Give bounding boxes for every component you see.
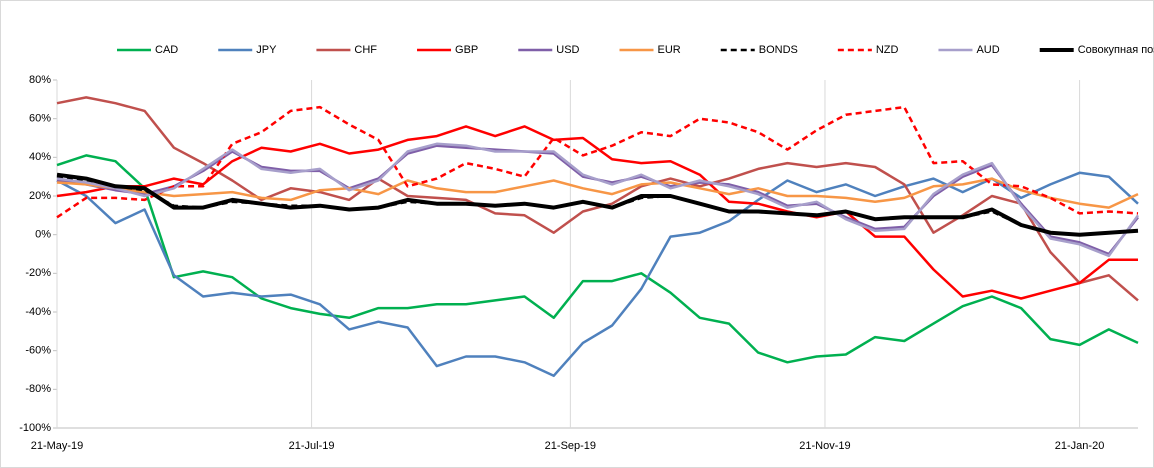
y-tick-label: -20%	[25, 267, 51, 279]
legend-label: BONDS	[759, 44, 798, 56]
legend-label: CAD	[155, 44, 178, 56]
legend-label: CHF	[354, 44, 377, 56]
x-tick-label: 21-Jan-20	[1055, 440, 1105, 452]
x-tick-label: 21-May-19	[31, 440, 84, 452]
y-tick-label: -80%	[25, 383, 51, 395]
x-tick-label: 21-Nov-19	[799, 440, 850, 452]
legend-label: AUD	[976, 44, 999, 56]
series-line	[56, 177, 1139, 209]
series-line	[56, 171, 1139, 378]
series-line	[56, 142, 1140, 258]
legend-label: GBP	[455, 44, 478, 56]
legend-label: Совокупная позиция	[1078, 44, 1154, 56]
legend-label: USD	[556, 44, 579, 56]
y-tick-label: 80%	[29, 74, 51, 86]
legend-label: NZD	[876, 44, 899, 56]
y-tick-label: 40%	[29, 151, 51, 163]
x-tick-label: 21-Sep-19	[545, 440, 596, 452]
series-line	[56, 105, 1139, 219]
series-line	[56, 154, 1139, 364]
y-tick-label: 60%	[29, 113, 51, 125]
series-line	[56, 125, 1138, 300]
legend-label: JPY	[256, 44, 277, 56]
y-tick-label: 0%	[35, 229, 51, 241]
legend-label: EUR	[658, 44, 681, 56]
y-tick-label: -40%	[25, 306, 51, 318]
series-line	[56, 172, 1139, 237]
y-tick-label: 20%	[29, 190, 51, 202]
y-tick-label: -60%	[25, 345, 51, 357]
y-tick-label: -100%	[19, 422, 51, 434]
x-tick-label: 21-Jul-19	[289, 440, 335, 452]
